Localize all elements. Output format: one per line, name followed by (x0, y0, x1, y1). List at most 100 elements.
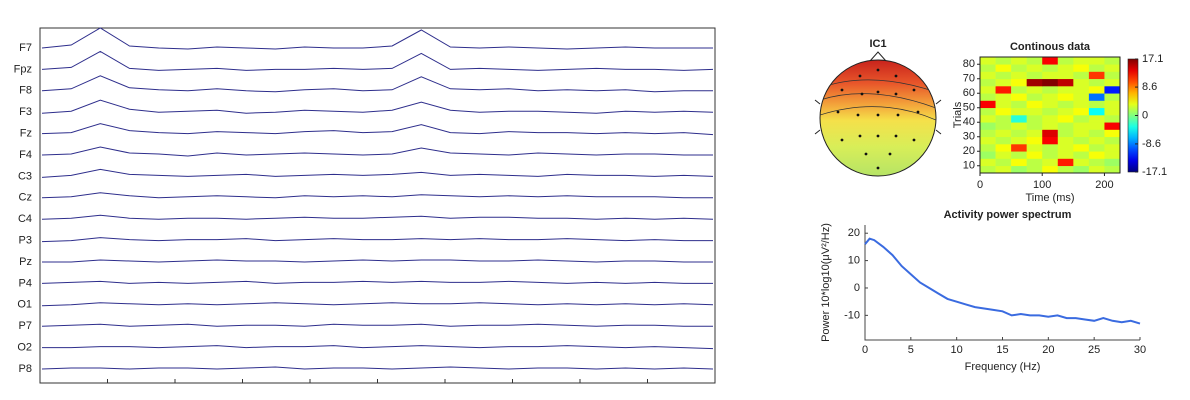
heatmap-cell (1042, 93, 1059, 101)
heatmap-cell (1073, 86, 1090, 94)
heatmap-cell (1026, 144, 1043, 152)
heatmap-cell (1042, 151, 1059, 159)
heatmap-cell (1011, 151, 1027, 159)
x-tick-label: 15 (996, 344, 1008, 356)
heatmap-cell (1088, 107, 1105, 116)
heatmap-cell (1042, 78, 1059, 87)
heatmap-cell (1057, 100, 1074, 109)
heatmap-cell (1011, 64, 1027, 72)
colorbar-tick-label: 17.1 (1142, 53, 1163, 65)
colorbar-tick-label: -17.1 (1142, 166, 1167, 178)
heatmap-cell (1057, 78, 1074, 87)
heatmap-cell (1026, 136, 1043, 145)
heatmap-cell (1057, 93, 1074, 101)
heatmap-cell (1011, 93, 1027, 101)
heatmap-cell (1104, 57, 1121, 65)
heatmap-cell (1026, 93, 1043, 101)
heatmap-cell (980, 86, 996, 94)
heatmap-cell (995, 57, 1012, 65)
heatmap-cell (1088, 93, 1105, 101)
heatmap-cell (1073, 64, 1090, 72)
heatmap-cell (1011, 129, 1027, 138)
y-tick-label: 20 (848, 227, 860, 239)
heatmap-cell (1057, 86, 1074, 94)
heatmap-cell (1104, 107, 1121, 116)
heatmap-cell (980, 78, 996, 87)
heatmap-cell (1088, 165, 1105, 174)
eeg-trace (41, 123, 714, 136)
y-tick-label: 30 (963, 131, 975, 143)
heatmap-cell (995, 122, 1012, 130)
heatmap-cell (1088, 144, 1105, 152)
eeg-trace (41, 237, 713, 243)
heatmap-cell (1088, 86, 1105, 94)
heatmap-cell (1057, 144, 1074, 152)
heatmap-cell (1011, 78, 1027, 87)
heatmap-cell (995, 64, 1012, 72)
y-tick-label: 10 (848, 255, 860, 267)
heatmap-cell (1073, 115, 1090, 123)
heatmap-cell (1104, 64, 1121, 72)
heatmap-cell (995, 100, 1012, 109)
heatmap-cell (1011, 57, 1027, 65)
heatmap-cell (1042, 86, 1059, 94)
topomap (814, 51, 942, 177)
heatmap-cell (980, 144, 996, 152)
heatmap-cell (1088, 78, 1105, 87)
heatmap-cell (1011, 136, 1027, 145)
channel-label: Fpz (14, 63, 32, 75)
heatmap-cell (1026, 71, 1043, 80)
heatmap-cell (1073, 144, 1090, 152)
heatmap-cell (1104, 115, 1121, 123)
heatmap-cell (980, 158, 996, 167)
heatmap-cell (980, 100, 996, 109)
x-tick-label: 20 (1042, 344, 1054, 356)
heatmap-cell (1057, 64, 1074, 72)
heatmap-cell (1104, 151, 1121, 159)
eeg-trace (41, 214, 714, 220)
ears (814, 99, 942, 135)
eeg-trace (41, 280, 713, 284)
heatmap-cell (1057, 136, 1074, 145)
heatmap-cell (1011, 107, 1027, 116)
x-tick-label: 10 (951, 344, 963, 356)
heatmap-cell (995, 107, 1012, 116)
heatmap-cell (1104, 78, 1121, 87)
eeg-trace (41, 99, 714, 114)
colorbar-tick-label: -8.6 (1142, 138, 1161, 150)
heatmap-cell (1011, 86, 1027, 94)
heatmap-cell (1042, 144, 1059, 152)
channel-label: F3 (19, 106, 32, 118)
heatmap-cell (1104, 144, 1121, 152)
eeg-trace (42, 345, 714, 350)
heatmap-cell (1026, 122, 1043, 130)
channel-label: P3 (19, 235, 32, 247)
heatmap-cell (980, 115, 996, 123)
heatmap-cell (995, 136, 1012, 145)
heatmap-cell (1042, 107, 1059, 116)
heatmap-cell (1011, 71, 1027, 80)
heatmap-cell (980, 165, 996, 174)
heatmap-cell (1011, 100, 1027, 109)
colorbar-tick-label: 0 (1142, 109, 1148, 121)
heatmap-cell (995, 86, 1012, 94)
heatmap-cell (1073, 93, 1090, 101)
heatmap-cell (995, 165, 1012, 174)
heatmap-cell (1026, 78, 1043, 87)
heatmap-cell (1026, 100, 1043, 109)
heatmap-cell (995, 144, 1012, 152)
heatmap-cell (995, 78, 1012, 87)
heatmap-cell (980, 57, 996, 65)
eeg-trace (42, 259, 713, 263)
heatmap-cell (1011, 115, 1027, 123)
heatmap-cell (1088, 129, 1105, 138)
eeg-trace (41, 302, 714, 307)
heatmap-cell (980, 71, 996, 80)
contours (820, 79, 936, 121)
heatmap-cell (1011, 122, 1027, 130)
heatmap-cell (995, 93, 1012, 101)
heatmap-cell (980, 107, 996, 116)
heatmap-cell (1088, 136, 1105, 145)
y-tick-label: 0 (854, 282, 860, 294)
